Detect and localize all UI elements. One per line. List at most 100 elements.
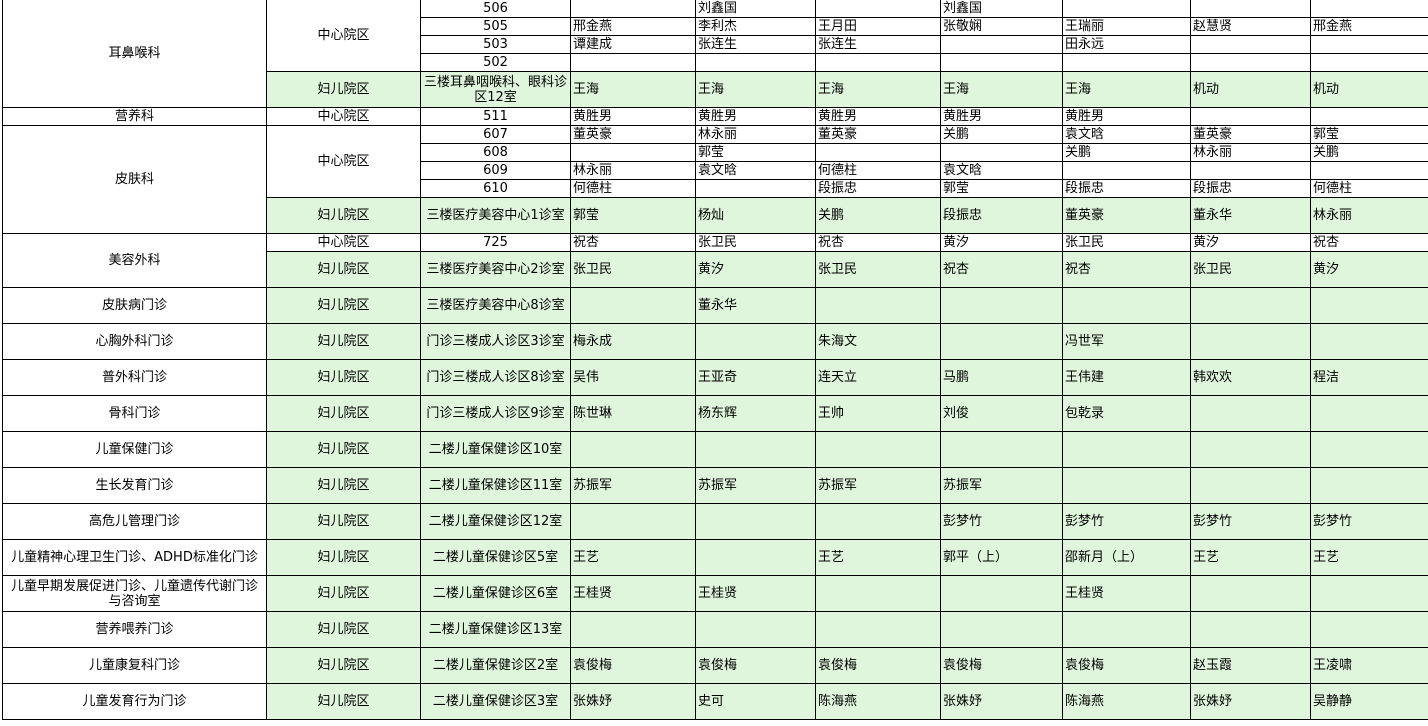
doctor-cell[interactable]: 何德柱: [1310, 179, 1428, 198]
doctor-cell[interactable]: 段振忠: [1062, 179, 1191, 198]
doctor-cell[interactable]: 黄汐: [1310, 251, 1428, 288]
department-cell[interactable]: 普外科门诊: [2, 359, 267, 396]
doctor-cell[interactable]: [940, 431, 1063, 468]
doctor-cell[interactable]: 张连生: [695, 35, 816, 54]
doctor-cell[interactable]: [1190, 611, 1311, 648]
doctor-cell[interactable]: 王艺: [1190, 539, 1311, 576]
doctor-cell[interactable]: 郭莹: [695, 143, 816, 162]
doctor-cell[interactable]: [1190, 467, 1311, 504]
doctor-cell[interactable]: 程洁: [1310, 359, 1428, 396]
department-cell[interactable]: 儿童精神心理卫生门诊、ADHD标准化门诊: [2, 539, 267, 576]
campus-cell[interactable]: 妇儿院区: [266, 683, 421, 720]
doctor-cell[interactable]: [570, 0, 696, 18]
department-cell[interactable]: 营养喂养门诊: [2, 611, 267, 648]
campus-cell[interactable]: 中心院区: [266, 125, 421, 198]
doctor-cell[interactable]: [815, 287, 941, 324]
doctor-cell[interactable]: 祝杏: [1062, 251, 1191, 288]
doctor-cell[interactable]: [1190, 35, 1311, 54]
doctor-cell[interactable]: [940, 287, 1063, 324]
campus-cell[interactable]: 妇儿院区: [266, 431, 421, 468]
doctor-cell[interactable]: [815, 575, 941, 612]
doctor-cell[interactable]: 林永丽: [695, 125, 816, 144]
doctor-cell[interactable]: 张姝妤: [940, 683, 1063, 720]
doctor-cell[interactable]: 王桂贤: [695, 575, 816, 612]
campus-cell[interactable]: 妇儿院区: [266, 395, 421, 432]
doctor-cell[interactable]: 黄胜男: [815, 107, 941, 126]
doctor-cell[interactable]: 梅永成: [570, 323, 696, 360]
doctor-cell[interactable]: [570, 611, 696, 648]
doctor-cell[interactable]: [1062, 0, 1191, 18]
doctor-cell[interactable]: [1310, 323, 1428, 360]
doctor-cell[interactable]: 陈世琳: [570, 395, 696, 432]
doctor-cell[interactable]: 彭梦竹: [1310, 503, 1428, 540]
doctor-cell[interactable]: [1310, 611, 1428, 648]
doctor-cell[interactable]: 王海: [940, 71, 1063, 108]
room-cell[interactable]: 505: [420, 17, 571, 36]
doctor-cell[interactable]: 张姝妤: [570, 683, 696, 720]
doctor-cell[interactable]: 王艺: [1310, 539, 1428, 576]
doctor-cell[interactable]: 董英豪: [570, 125, 696, 144]
doctor-cell[interactable]: 林永丽: [1190, 143, 1311, 162]
doctor-cell[interactable]: 张卫民: [1190, 251, 1311, 288]
department-cell[interactable]: 骨科门诊: [2, 395, 267, 432]
room-cell[interactable]: 二楼儿童保健诊区6室: [420, 575, 571, 612]
doctor-cell[interactable]: [1310, 53, 1428, 72]
doctor-cell[interactable]: 祝杏: [1310, 233, 1428, 252]
doctor-cell[interactable]: 彭梦竹: [940, 503, 1063, 540]
doctor-cell[interactable]: [940, 143, 1063, 162]
room-cell[interactable]: 门诊三楼成人诊区3诊室: [420, 323, 571, 360]
doctor-cell[interactable]: 苏振军: [695, 467, 816, 504]
department-cell[interactable]: 美容外科: [2, 233, 267, 288]
department-cell[interactable]: 皮肤科: [2, 125, 267, 234]
doctor-cell[interactable]: [1310, 395, 1428, 432]
doctor-cell[interactable]: 邵新月（上）: [1062, 539, 1191, 576]
doctor-cell[interactable]: 王桂贤: [1062, 575, 1191, 612]
campus-cell[interactable]: 妇儿院区: [266, 323, 421, 360]
campus-cell[interactable]: 妇儿院区: [266, 359, 421, 396]
room-cell[interactable]: 三楼医疗美容中心8诊室: [420, 287, 571, 324]
doctor-cell[interactable]: 张连生: [815, 35, 941, 54]
doctor-cell[interactable]: [1190, 287, 1311, 324]
doctor-cell[interactable]: 韩欢欢: [1190, 359, 1311, 396]
doctor-cell[interactable]: [1190, 395, 1311, 432]
doctor-cell[interactable]: 黄汐: [1190, 233, 1311, 252]
room-cell[interactable]: 三楼耳鼻咽喉科、眼科诊区12室: [420, 71, 571, 108]
doctor-cell[interactable]: [940, 611, 1063, 648]
doctor-cell[interactable]: [940, 35, 1063, 54]
doctor-cell[interactable]: 王艺: [815, 539, 941, 576]
room-cell[interactable]: 610: [420, 179, 571, 198]
doctor-cell[interactable]: 袁文晗: [940, 161, 1063, 180]
campus-cell[interactable]: 妇儿院区: [266, 647, 421, 684]
doctor-cell[interactable]: 袁文晗: [695, 161, 816, 180]
doctor-cell[interactable]: [695, 431, 816, 468]
department-cell[interactable]: 耳鼻喉科: [2, 0, 267, 108]
doctor-cell[interactable]: 朱海文: [815, 323, 941, 360]
doctor-cell[interactable]: 张卫民: [815, 251, 941, 288]
doctor-cell[interactable]: [940, 53, 1063, 72]
doctor-cell[interactable]: 黄胜男: [695, 107, 816, 126]
doctor-cell[interactable]: 祝杏: [570, 233, 696, 252]
department-cell[interactable]: 儿童保健门诊: [2, 431, 267, 468]
room-cell[interactable]: 二楼儿童保健诊区2室: [420, 647, 571, 684]
doctor-cell[interactable]: 黄胜男: [940, 107, 1063, 126]
room-cell[interactable]: 三楼医疗美容中心2诊室: [420, 251, 571, 288]
doctor-cell[interactable]: [1310, 431, 1428, 468]
doctor-cell[interactable]: 袁俊梅: [815, 647, 941, 684]
campus-cell[interactable]: 中心院区: [266, 107, 421, 126]
doctor-cell[interactable]: 王帅: [815, 395, 941, 432]
doctor-cell[interactable]: 王海: [815, 71, 941, 108]
doctor-cell[interactable]: [1190, 575, 1311, 612]
doctor-cell[interactable]: [570, 143, 696, 162]
doctor-cell[interactable]: 董英豪: [1190, 125, 1311, 144]
doctor-cell[interactable]: 陈海燕: [1062, 683, 1191, 720]
doctor-cell[interactable]: [1062, 611, 1191, 648]
doctor-cell[interactable]: 李利杰: [695, 17, 816, 36]
room-cell[interactable]: 二楼儿童保健诊区10室: [420, 431, 571, 468]
doctor-cell[interactable]: 刘鑫国: [940, 0, 1063, 18]
room-cell[interactable]: 511: [420, 107, 571, 126]
doctor-cell[interactable]: 包乾录: [1062, 395, 1191, 432]
room-cell[interactable]: 二楼儿童保健诊区11室: [420, 467, 571, 504]
doctor-cell[interactable]: 赵玉霞: [1190, 647, 1311, 684]
doctor-cell[interactable]: 冯世军: [1062, 323, 1191, 360]
department-cell[interactable]: 儿童发育行为门诊: [2, 683, 267, 720]
